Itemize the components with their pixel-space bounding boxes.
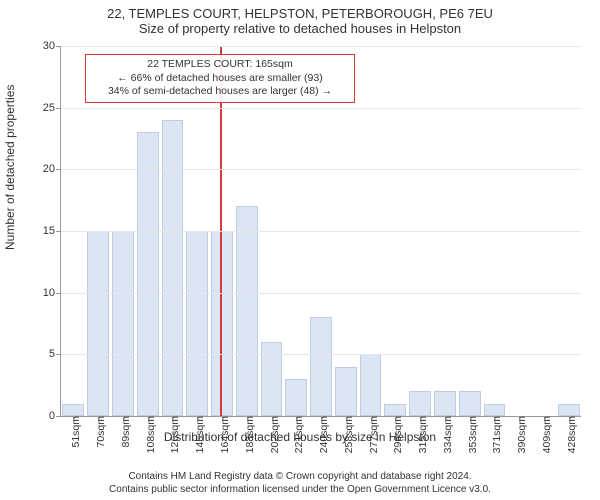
ytick-label: 30: [31, 40, 61, 52]
gridline: [61, 108, 581, 109]
bar: [137, 132, 159, 416]
gridline: [61, 293, 581, 294]
annotation-line: 22 TEMPLES COURT: 165sqm: [92, 58, 348, 72]
bar: [384, 404, 406, 416]
bar: [459, 391, 481, 416]
bar: [236, 206, 258, 416]
plot-area: 51sqm70sqm89sqm108sqm126sqm145sqm164sqm1…: [60, 46, 581, 417]
copyright-line-2: Contains public sector information licen…: [0, 484, 600, 497]
bar: [434, 391, 456, 416]
bar: [112, 231, 134, 416]
gridline: [61, 354, 581, 355]
y-axis-label: Number of detached properties: [3, 85, 17, 250]
bar: [186, 231, 208, 416]
gridline: [61, 46, 581, 47]
annotation-line: 34% of semi-detached houses are larger (…: [92, 85, 348, 99]
ytick-label: 0: [31, 410, 61, 422]
bar: [409, 391, 431, 416]
chart-container: 22, TEMPLES COURT, HELPSTON, PETERBOROUG…: [0, 0, 600, 500]
bar: [261, 342, 283, 416]
bar: [558, 404, 580, 416]
title-sub: Size of property relative to detached ho…: [0, 21, 600, 40]
bar: [335, 367, 357, 416]
ytick-label: 5: [31, 348, 61, 360]
copyright-line-1: Contains HM Land Registry data © Crown c…: [0, 471, 600, 484]
annotation-line: ← 66% of detached houses are smaller (93…: [92, 72, 348, 86]
annotation-box: 22 TEMPLES COURT: 165sqm← 66% of detache…: [85, 54, 355, 103]
gridline: [61, 231, 581, 232]
bar: [162, 120, 184, 416]
copyright: Contains HM Land Registry data © Crown c…: [0, 471, 600, 496]
x-axis-label: Distribution of detached houses by size …: [0, 430, 600, 444]
ytick-label: 15: [31, 225, 61, 237]
bar: [360, 354, 382, 416]
bar: [87, 231, 109, 416]
bar: [211, 231, 233, 416]
ytick-label: 10: [31, 287, 61, 299]
gridline: [61, 169, 581, 170]
bar: [285, 379, 307, 416]
ytick-label: 25: [31, 102, 61, 114]
ytick-label: 20: [31, 163, 61, 175]
bar: [310, 317, 332, 416]
title-main: 22, TEMPLES COURT, HELPSTON, PETERBOROUG…: [0, 0, 600, 21]
bar: [484, 404, 506, 416]
bar: [62, 404, 84, 416]
